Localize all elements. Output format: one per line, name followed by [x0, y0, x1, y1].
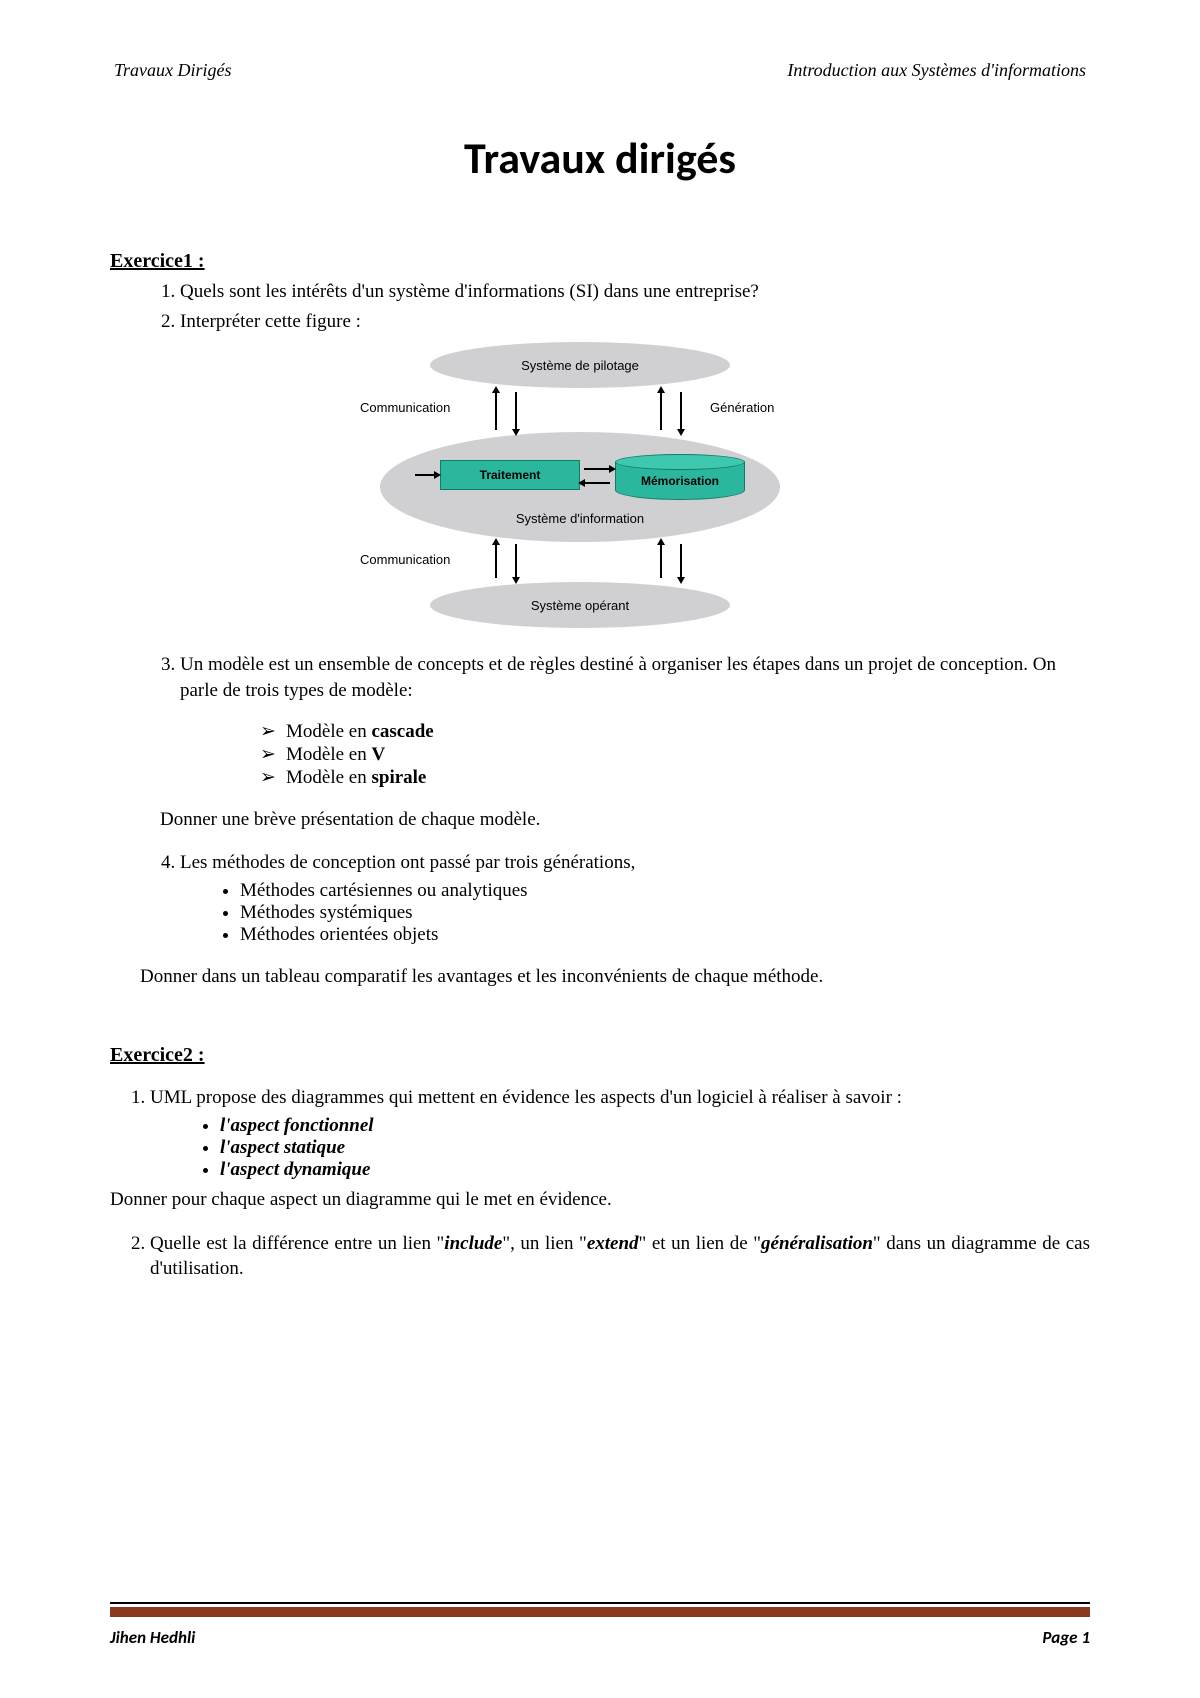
model-prefix: Modèle en: [286, 744, 371, 765]
ex1-q1: Quels sont les intérêts d'un système d'i…: [180, 279, 1090, 305]
footer-row: Jihen Hedhli Page 1: [110, 1627, 1090, 1648]
si-diagram: Système de pilotage Système d'informatio…: [320, 342, 830, 632]
arrow-icon: [515, 544, 517, 578]
model-prefix: Modèle en: [286, 767, 371, 788]
arrow-icon: [660, 544, 662, 578]
ex2-q1-followup: Donner pour chaque aspect un diagramme q…: [110, 1187, 1090, 1213]
page-header: Travaux Dirigés Introduction aux Système…: [110, 60, 1090, 81]
ex2-q2-gen: généralisation: [761, 1233, 873, 1254]
aspect-fonctionnel: l'aspect fonctionnel: [220, 1115, 1090, 1137]
header-right: Introduction aux Systèmes d'informations: [787, 60, 1086, 81]
arrow-icon: [415, 474, 435, 476]
exercice1-list-cont2: Les méthodes de conception ont passé par…: [110, 850, 1090, 876]
exercice1-list-cont: Un modèle est un ensemble de concepts et…: [110, 652, 1090, 703]
model-spirale: Modèle en spirale: [260, 766, 1090, 789]
exercice2-list2: Quelle est la différence entre un lien "…: [110, 1231, 1090, 1282]
diagram-oval-operant: Système opérant: [430, 582, 730, 628]
model-spirale-name: spirale: [371, 767, 426, 788]
arrow-icon: [584, 468, 610, 470]
ex2-q2-mid2: " et un lien de ": [639, 1233, 761, 1254]
methods-list: Méthodes cartésiennes ou analytiques Mét…: [110, 880, 1090, 946]
header-left: Travaux Dirigés: [114, 60, 232, 81]
arrow-icon: [515, 392, 517, 430]
page-title: Travaux dirigés: [110, 131, 1090, 185]
arrow-icon: [495, 392, 497, 430]
exercice1-list: Quels sont les intérêts d'un système d'i…: [110, 279, 1090, 334]
diagram-label-generation: Génération: [710, 400, 774, 415]
diagram-box-traitement: Traitement: [440, 460, 580, 490]
arrow-icon: [680, 544, 682, 578]
aspect-dynamique: l'aspect dynamique: [220, 1159, 1090, 1181]
footer-rule-thick: [110, 1607, 1090, 1617]
ex2-q2-extend: extend: [587, 1233, 639, 1254]
ex2-q2-mid1: ", un lien ": [502, 1233, 586, 1254]
page-footer: Jihen Hedhli Page 1: [110, 1602, 1090, 1648]
ex1-q3-followup: Donner une brève présentation de chaque …: [110, 807, 1090, 833]
page: Travaux Dirigés Introduction aux Système…: [0, 0, 1200, 1698]
model-prefix: Modèle en: [286, 721, 371, 742]
model-cascade: Modèle en cascade: [260, 720, 1090, 743]
exercice2: Exercice2 : UML propose des diagrammes q…: [110, 1044, 1090, 1282]
footer-rule-thin: [110, 1602, 1090, 1604]
ex1-q3: Un modèle est un ensemble de concepts et…: [180, 652, 1090, 703]
footer-author: Jihen Hedhli: [110, 1627, 195, 1648]
diagram-cylinder-memorisation: Mémorisation: [615, 454, 745, 500]
aspects-list: l'aspect fonctionnel l'aspect statique l…: [110, 1115, 1090, 1181]
arrow-icon: [680, 392, 682, 430]
footer-page: Page 1: [1042, 1627, 1090, 1648]
ex2-q2: Quelle est la différence entre un lien "…: [150, 1231, 1090, 1282]
aspect-statique: l'aspect statique: [220, 1137, 1090, 1159]
arrow-icon: [584, 482, 610, 484]
ex1-q2: Interpréter cette figure :: [180, 309, 1090, 335]
method-cartesian: Méthodes cartésiennes ou analytiques: [240, 880, 1090, 902]
arrow-icon: [495, 544, 497, 578]
model-cascade-name: cascade: [371, 721, 433, 742]
method-oo: Méthodes orientées objets: [240, 924, 1090, 946]
diagram-mid-label: Système d'information: [516, 511, 644, 526]
ex2-q2-pre: Quelle est la différence entre un lien ": [150, 1233, 444, 1254]
model-v-name: V: [371, 744, 385, 765]
models-list: Modèle en cascade Modèle en V Modèle en …: [110, 720, 1090, 789]
diagram-oval-pilotage: Système de pilotage: [430, 342, 730, 388]
method-systemic: Méthodes systémiques: [240, 902, 1090, 924]
ex2-q1: UML propose des diagrammes qui mettent e…: [150, 1085, 1090, 1111]
exercice2-heading: Exercice2 :: [110, 1044, 1090, 1067]
diagram-label-comm-bot: Communication: [360, 552, 450, 567]
arrow-icon: [660, 392, 662, 430]
diagram-label-comm-top: Communication: [360, 400, 450, 415]
ex1-q4-followup: Donner dans un tableau comparatif les av…: [110, 964, 1090, 990]
exercice1-heading: Exercice1 :: [110, 250, 1090, 273]
ex2-q2-include: include: [444, 1233, 502, 1254]
exercice2-list: UML propose des diagrammes qui mettent e…: [110, 1085, 1090, 1111]
ex1-q4: Les méthodes de conception ont passé par…: [180, 850, 1090, 876]
model-v: Modèle en V: [260, 743, 1090, 766]
